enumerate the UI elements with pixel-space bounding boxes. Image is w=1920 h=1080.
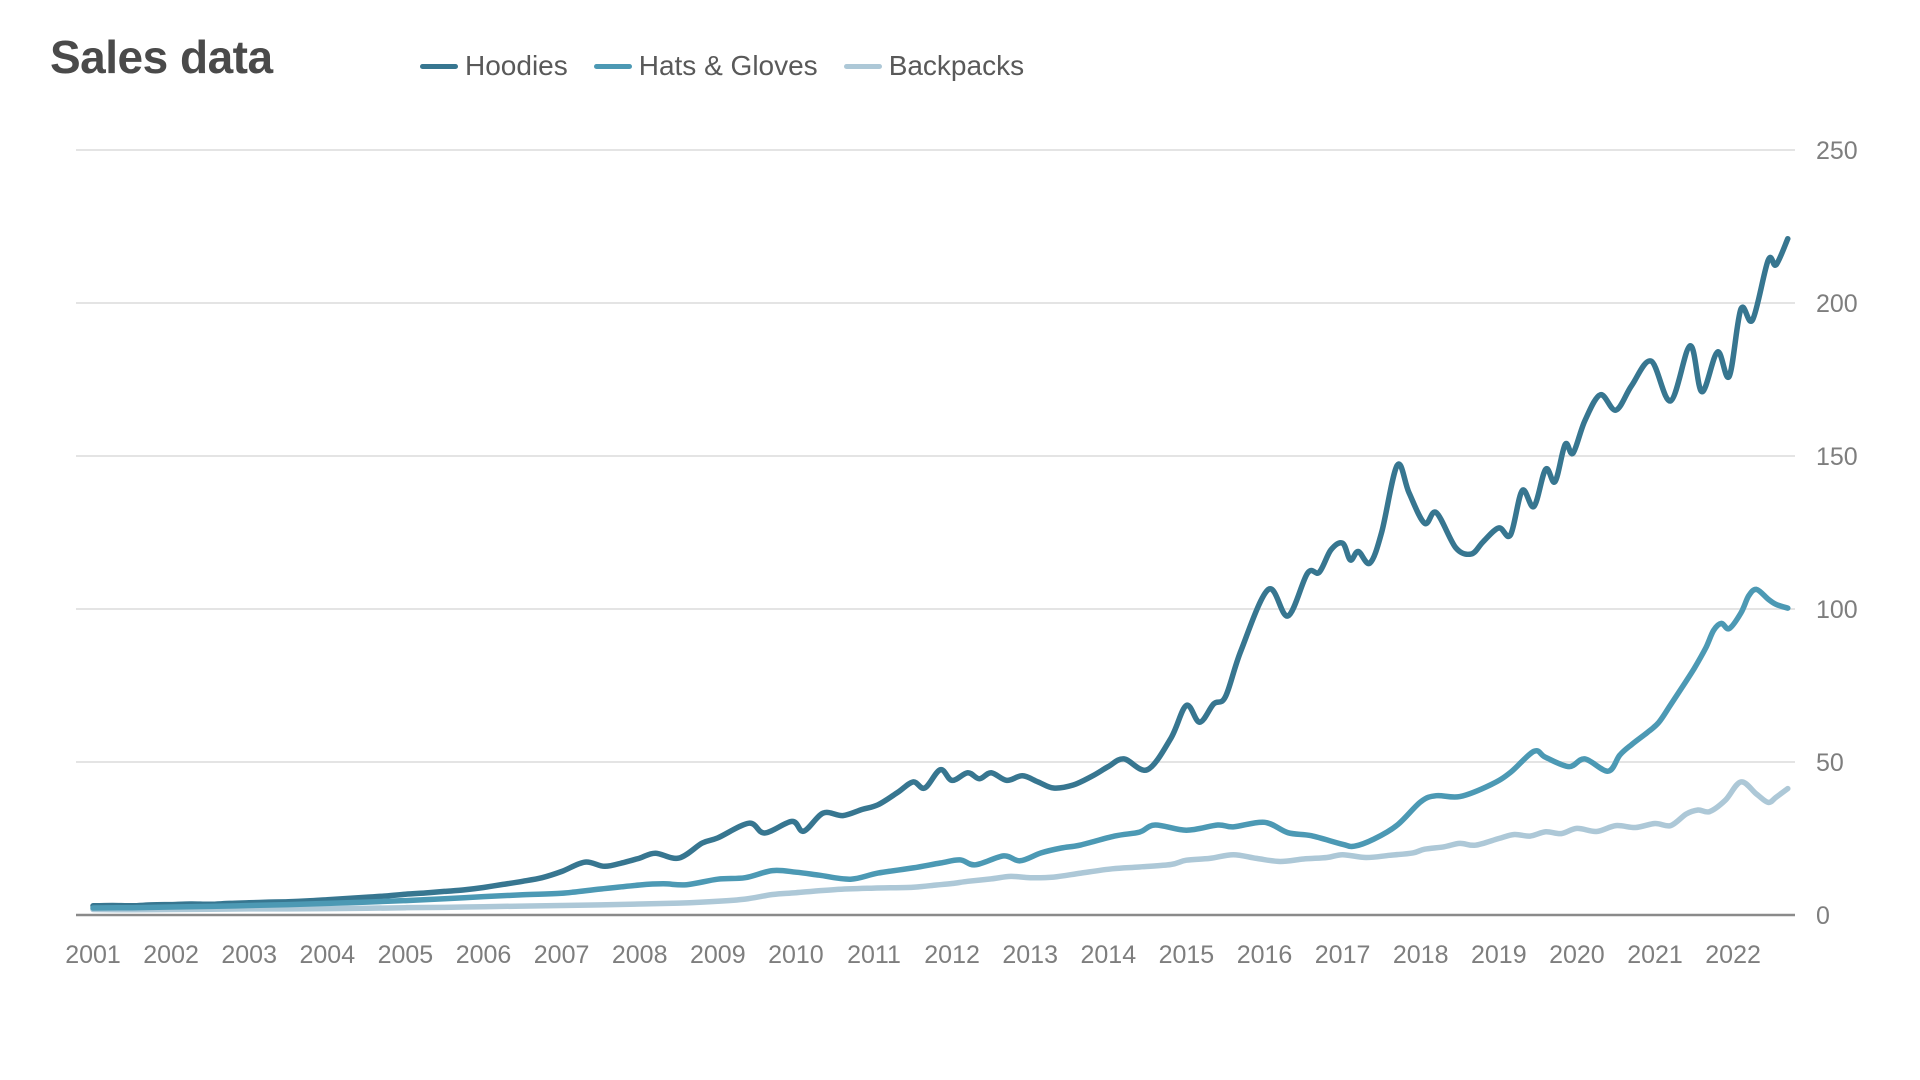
x-axis-tick-label: 2013 — [1002, 941, 1058, 969]
y-axis-tick-label: 50 — [1816, 749, 1844, 777]
legend-swatch-icon — [843, 63, 882, 69]
legend-label: Hoodies — [465, 50, 568, 81]
x-axis-tick-label: 2006 — [456, 941, 512, 969]
y-axis-tick-label: 200 — [1816, 290, 1858, 318]
legend-label: Backpacks — [888, 50, 1025, 81]
x-axis-tick-label: 2019 — [1471, 941, 1527, 969]
y-axis-tick-label: 100 — [1816, 596, 1858, 624]
x-axis-tick-label: 2017 — [1315, 941, 1371, 969]
x-axis-tick-label: 2004 — [299, 941, 355, 969]
series-line-hoodies — [90, 235, 1791, 909]
x-axis-tick-label: 2018 — [1393, 941, 1449, 969]
x-axis-tick-label: 2005 — [378, 941, 434, 969]
legend-item-hats-gloves[interactable]: Hats & Gloves — [593, 50, 818, 82]
legend-label: Hats & Gloves — [638, 50, 818, 81]
x-axis-tick-label: 2014 — [1080, 941, 1136, 969]
y-axis-tick-label: 250 — [1816, 137, 1858, 165]
legend: Hoodies Hats & Gloves Backpacks — [420, 50, 1024, 82]
x-axis-tick-label: 2008 — [612, 941, 668, 969]
x-axis-tick-label: 2022 — [1705, 941, 1761, 969]
x-axis-tick-label: 2010 — [768, 941, 824, 969]
legend-swatch-icon — [420, 63, 458, 69]
x-axis-tick-label: 2020 — [1549, 941, 1605, 969]
chart-title: Sales data — [50, 31, 273, 83]
x-axis-tick-label: 2002 — [143, 941, 199, 969]
x-axis-tick-label: 2021 — [1627, 941, 1683, 969]
y-axis-tick-label: 150 — [1816, 443, 1858, 471]
legend-swatch-icon — [593, 63, 632, 69]
legend-item-backpacks[interactable]: Backpacks — [843, 50, 1025, 82]
series-line-hats-gloves — [90, 586, 1791, 911]
series-line-backpacks — [90, 779, 1791, 913]
x-axis-tick-label: 2015 — [1159, 941, 1215, 969]
x-axis-tick-label: 2003 — [221, 941, 277, 969]
x-axis-tick-label: 2012 — [924, 941, 980, 969]
x-axis-tick-label: 2001 — [65, 941, 121, 969]
legend-item-hoodies[interactable]: Hoodies — [420, 50, 568, 82]
x-axis-tick-label: 2016 — [1237, 941, 1293, 969]
x-axis-tick-label: 2011 — [847, 941, 901, 969]
y-axis-tick-label: 0 — [1816, 902, 1830, 930]
x-axis-tick-label: 2007 — [534, 941, 590, 969]
x-axis-tick-label: 2009 — [690, 941, 746, 969]
